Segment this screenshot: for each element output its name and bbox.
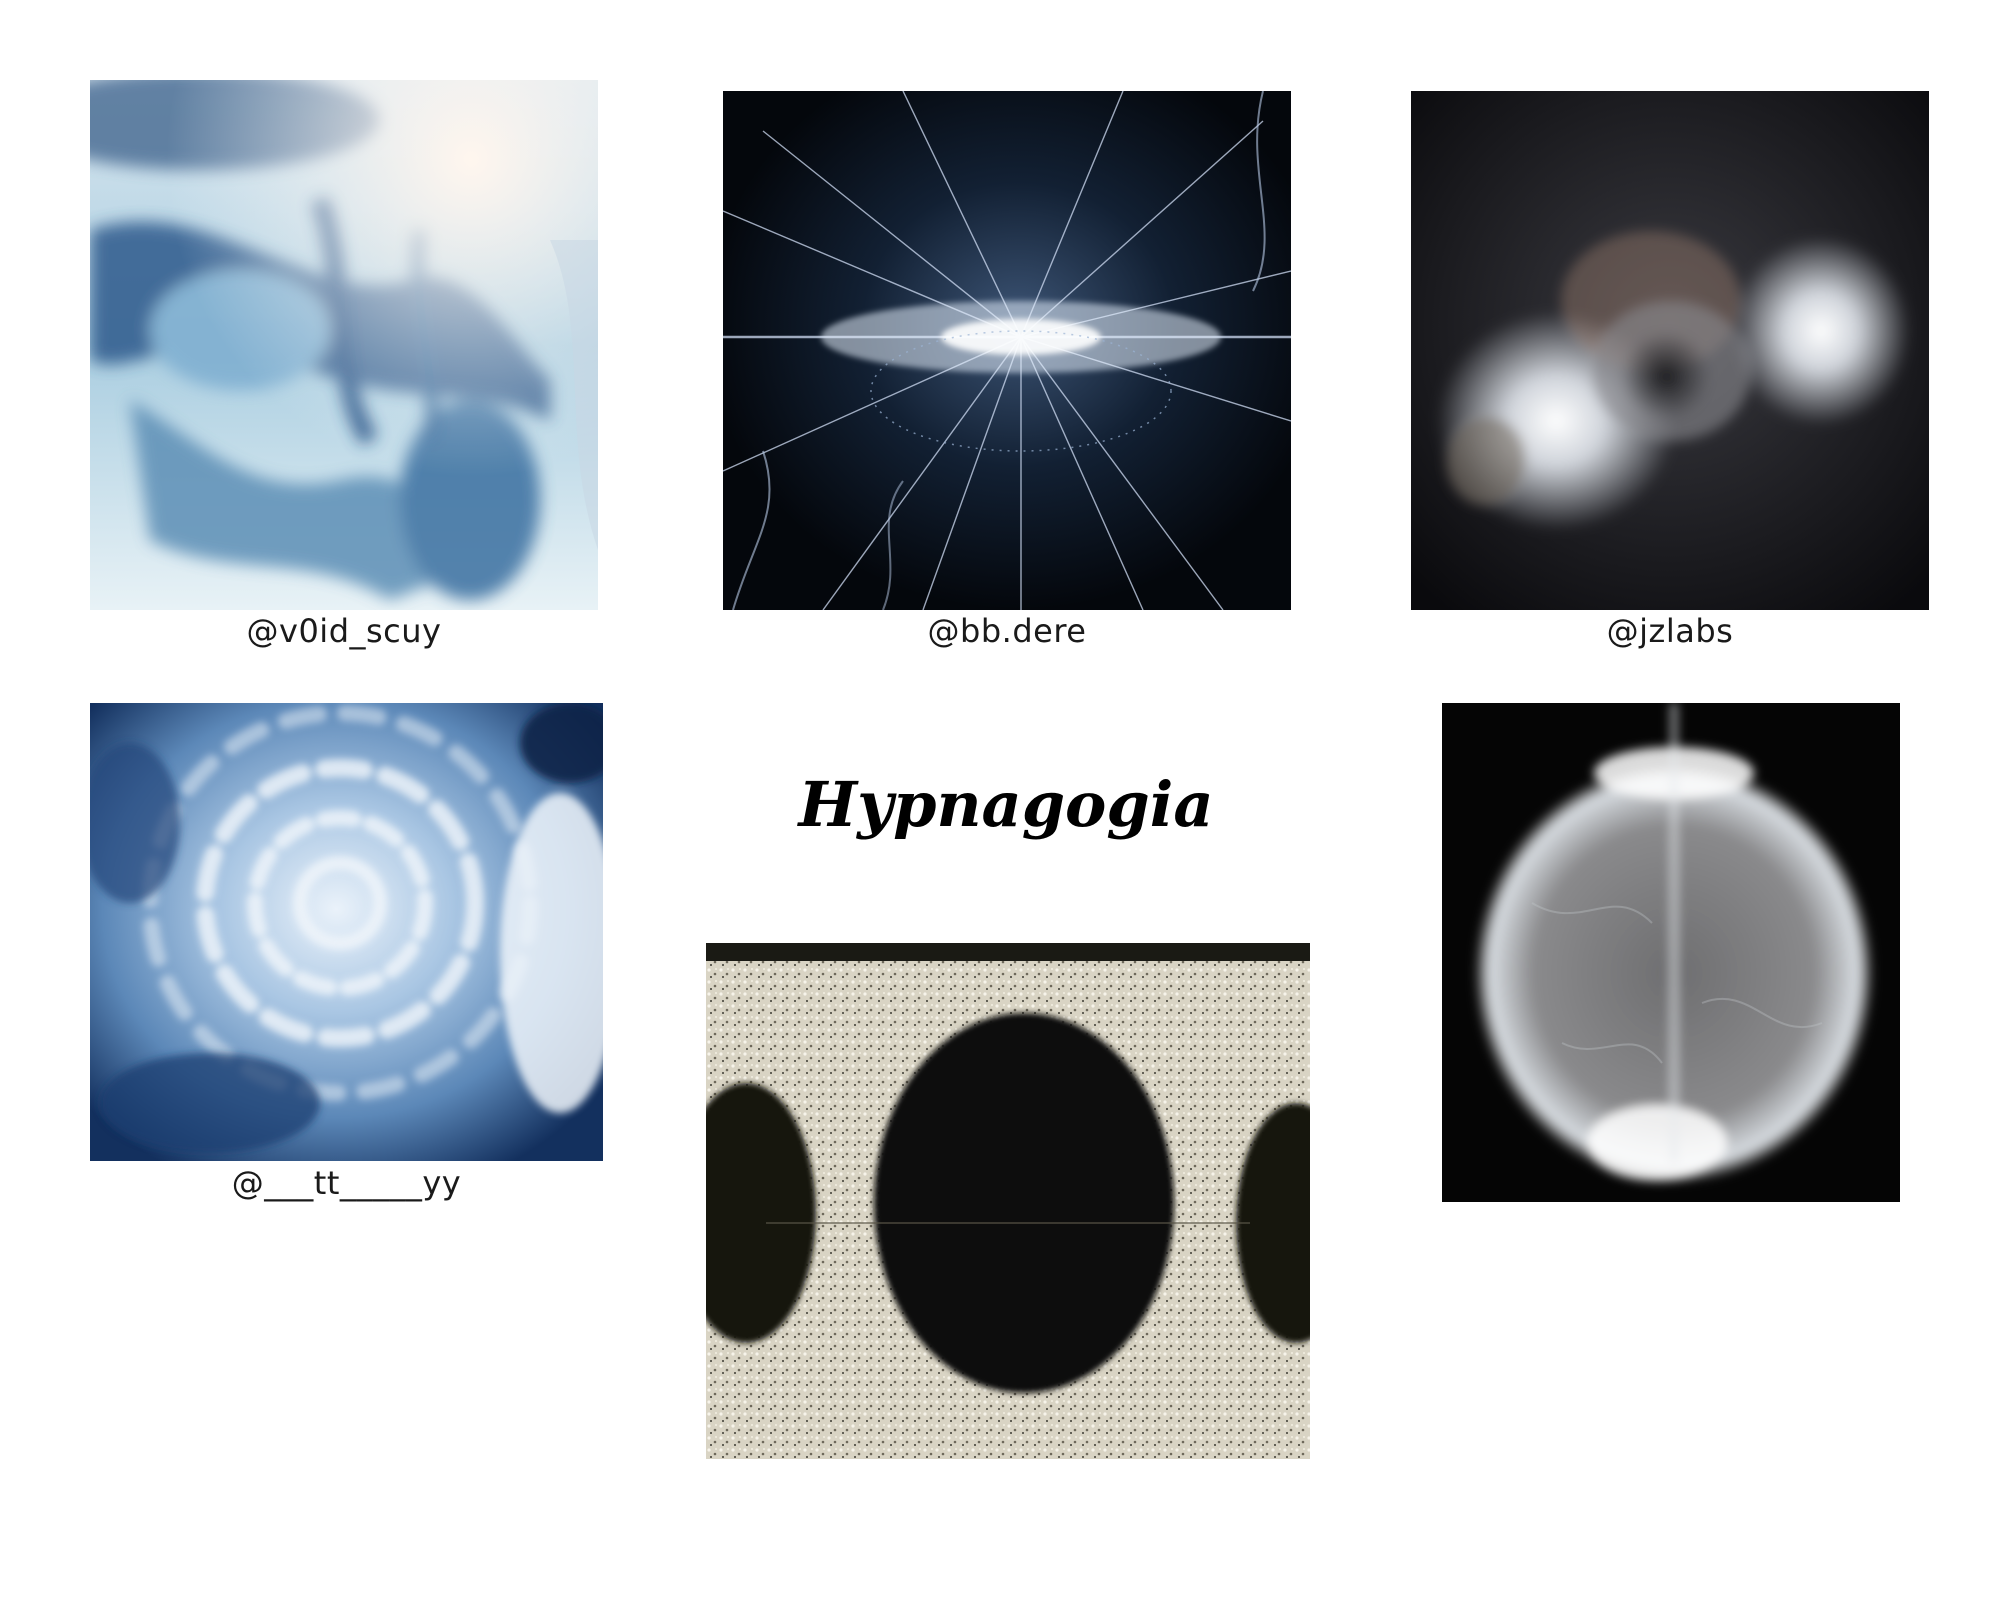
- artwork-credit: @v0id_scuy: [246, 612, 442, 650]
- artwork-credit: @___tt_____yy: [231, 1164, 462, 1202]
- artwork-speckled-ovals-image: [706, 943, 1310, 1459]
- artwork-sphere[interactable]: [1442, 703, 1900, 1202]
- artwork-tt-yy-image: [90, 703, 603, 1161]
- artwork-credit: @jzlabs: [1606, 612, 1734, 650]
- artwork-v0id-scuy-image: [90, 80, 598, 610]
- artwork-speckled-ovals[interactable]: [706, 943, 1310, 1459]
- artwork-bb-dere[interactable]: [723, 91, 1291, 610]
- artwork-jzlabs-image: [1411, 91, 1929, 610]
- artwork-credit: @bb.dere: [927, 612, 1087, 650]
- artwork-v0id-scuy[interactable]: [90, 80, 598, 610]
- artwork-jzlabs[interactable]: [1411, 91, 1929, 610]
- artwork-tt-yy[interactable]: [90, 703, 603, 1161]
- artwork-bb-dere-image: [723, 91, 1291, 610]
- artwork-sphere-image: [1442, 703, 1900, 1202]
- collection-title: Hypnagogia: [798, 768, 1214, 841]
